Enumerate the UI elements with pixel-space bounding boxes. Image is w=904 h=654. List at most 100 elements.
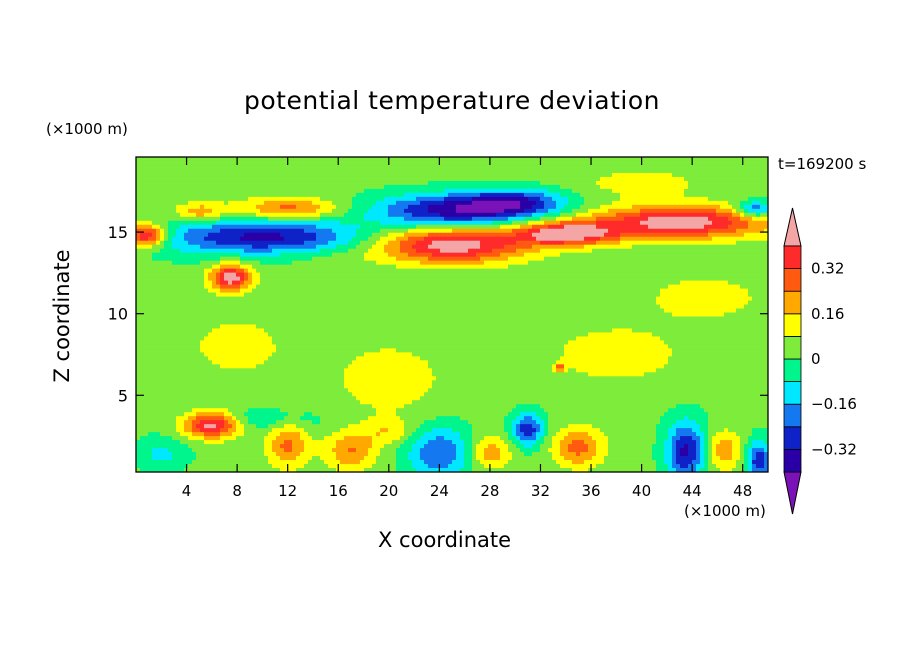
- heatmap-cell: [644, 224, 649, 230]
- heatmap-cell: [416, 168, 421, 174]
- heatmap-cell: [256, 272, 261, 278]
- heatmap-cell: [508, 176, 513, 182]
- heatmap-cell: [448, 244, 453, 250]
- heatmap-cell: [144, 260, 149, 266]
- heatmap-cell: [348, 240, 353, 246]
- heatmap-cell: [560, 248, 565, 254]
- heatmap-cell: [176, 228, 181, 234]
- heatmap-cell: [216, 280, 221, 286]
- heatmap-cell: [692, 180, 697, 186]
- heatmap-cell: [748, 252, 753, 258]
- heatmap-cell: [432, 216, 437, 222]
- heatmap-cell: [364, 192, 369, 198]
- heatmap-cell: [520, 196, 525, 202]
- heatmap-cell: [628, 240, 633, 246]
- heatmap-cell: [356, 232, 361, 238]
- heatmap-cell: [300, 268, 305, 274]
- heatmap-cell: [708, 157, 713, 162]
- heatmap-cell: [340, 160, 345, 166]
- heatmap-cell: [284, 224, 289, 230]
- heatmap-cell: [296, 200, 301, 206]
- heatmap-cell: [576, 244, 581, 250]
- heatmap-cell: [548, 200, 553, 206]
- heatmap-cell: [668, 276, 673, 282]
- heatmap-cell: [524, 168, 529, 174]
- heatmap-cell: [720, 236, 725, 242]
- heatmap-cell: [708, 160, 713, 166]
- heatmap-cell: [256, 200, 261, 206]
- heatmap-cell: [596, 244, 601, 250]
- heatmap-cell: [584, 268, 589, 274]
- heatmap-cell: [744, 192, 749, 198]
- heatmap-cell: [248, 224, 253, 230]
- heatmap-cell: [400, 192, 405, 198]
- heatmap-cell: [268, 252, 273, 258]
- heatmap-cell: [488, 244, 493, 250]
- heatmap-cell: [296, 236, 301, 242]
- heatmap-cell: [492, 196, 497, 202]
- heatmap-cell: [252, 216, 257, 222]
- heatmap-cell: [668, 168, 673, 174]
- heatmap-cell: [684, 164, 689, 170]
- heatmap-cell: [508, 256, 513, 262]
- heatmap-cell: [472, 264, 477, 270]
- heatmap-cell: [412, 216, 417, 222]
- heatmap-cell: [448, 164, 453, 170]
- heatmap-cell: [516, 208, 521, 214]
- heatmap-cell: [640, 260, 645, 266]
- heatmap-cell: [320, 260, 325, 266]
- heatmap-cell: [388, 157, 393, 162]
- heatmap-cell: [700, 208, 705, 214]
- heatmap-cell: [728, 256, 733, 262]
- heatmap-cell: [248, 216, 253, 222]
- heatmap-cell: [736, 248, 741, 254]
- heatmap-cell: [372, 200, 377, 206]
- heatmap-cell: [504, 192, 509, 198]
- heatmap-cell: [208, 232, 213, 238]
- heatmap-cell: [660, 188, 665, 194]
- heatmap-cell: [636, 157, 641, 162]
- heatmap-cell: [328, 260, 333, 266]
- heatmap-cell: [460, 157, 465, 162]
- heatmap-cell: [452, 256, 457, 262]
- heatmap-cell: [632, 160, 637, 166]
- heatmap-cell: [364, 256, 369, 262]
- heatmap-cell: [300, 252, 305, 258]
- heatmap-cell: [496, 280, 501, 286]
- heatmap-cell: [396, 252, 401, 258]
- heatmap-cell: [176, 196, 181, 202]
- heatmap-cell: [192, 260, 197, 266]
- heatmap-cell: [724, 160, 729, 166]
- heatmap-cell: [236, 157, 241, 162]
- heatmap-cell: [344, 188, 349, 194]
- heatmap-cell: [520, 240, 525, 246]
- heatmap-cell: [488, 228, 493, 234]
- heatmap-cell: [272, 212, 277, 218]
- heatmap-cell: [648, 244, 653, 250]
- heatmap-cell: [720, 272, 725, 278]
- heatmap-cell: [168, 276, 173, 282]
- heatmap-cell: [300, 224, 305, 230]
- heatmap-cell: [652, 204, 657, 210]
- heatmap-cell: [408, 244, 413, 250]
- heatmap-cell: [672, 176, 677, 182]
- heatmap-cell: [216, 256, 221, 262]
- heatmap-cell: [392, 200, 397, 206]
- heatmap-cell: [600, 248, 605, 254]
- heatmap-cell: [340, 157, 345, 162]
- heatmap-cell: [208, 248, 213, 254]
- heatmap-cell: [636, 260, 641, 266]
- heatmap-cell: [760, 228, 765, 234]
- heatmap-cell: [516, 192, 521, 198]
- heatmap-cell: [716, 248, 721, 254]
- heatmap-cell: [348, 176, 353, 182]
- heatmap-cell: [644, 200, 649, 206]
- heatmap-cell: [572, 232, 577, 238]
- heatmap-cell: [484, 264, 489, 270]
- heatmap-cell: [308, 260, 313, 266]
- heatmap-cell: [652, 272, 657, 278]
- heatmap-cell: [596, 272, 601, 278]
- heatmap-cell: [752, 240, 757, 246]
- heatmap-cell: [716, 260, 721, 266]
- heatmap-cell: [296, 280, 301, 286]
